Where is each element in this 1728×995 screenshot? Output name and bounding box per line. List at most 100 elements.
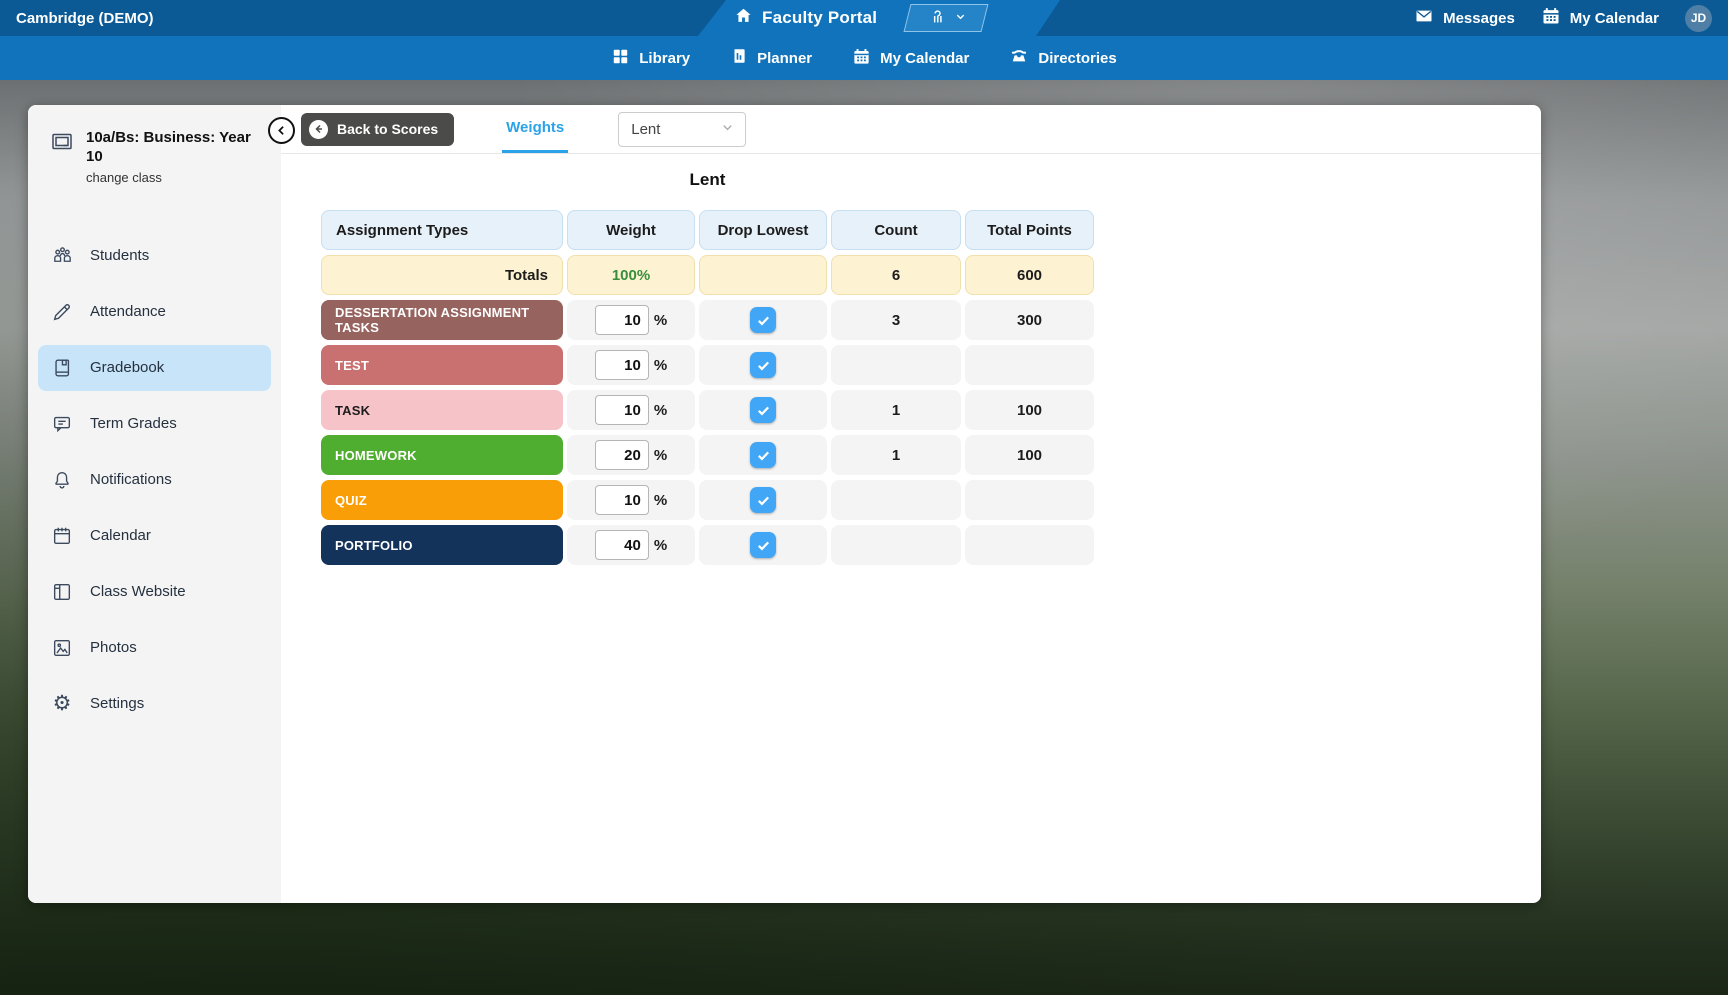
tab-weights[interactable]: Weights	[502, 105, 569, 153]
drop-lowest-checkbox[interactable]	[750, 442, 776, 468]
sidebar-item-label: Calendar	[90, 527, 151, 544]
drop-lowest-checkbox[interactable]	[750, 487, 776, 513]
book-icon	[50, 357, 74, 379]
user-avatar[interactable]: JD	[1685, 4, 1712, 32]
comment-icon	[50, 413, 74, 435]
total-points-cell	[965, 480, 1094, 520]
class-header: 10a/Bs: Business: Year 10 change class	[28, 129, 281, 185]
sidebar-item-students[interactable]: Students	[38, 233, 271, 279]
sidebar-collapse-button[interactable]	[268, 117, 295, 144]
chevron-left-icon	[278, 126, 284, 135]
weight-input[interactable]	[594, 530, 649, 560]
weight-input[interactable]	[594, 395, 649, 425]
sidebar-item-label: Students	[90, 247, 150, 264]
assignment-type-label: DESSERTATION ASSIGNMENT TASKS	[321, 300, 563, 340]
messages-link[interactable]: Messages	[1414, 6, 1515, 30]
envelope-icon	[1414, 6, 1434, 30]
assignment-type-label: HOMEWORK	[321, 435, 563, 475]
count-cell	[831, 480, 961, 520]
drop-lowest-checkbox[interactable]	[750, 397, 776, 423]
gear-icon: ⚙	[52, 691, 72, 715]
planner-icon	[730, 47, 748, 69]
weight-input[interactable]	[594, 350, 649, 380]
drop-lowest-checkbox[interactable]	[750, 307, 776, 333]
sidebar-item-label: Term Grades	[90, 415, 177, 432]
gradebook-weights-content: Back to Scores Weights Lent Lent Assignm…	[281, 105, 1541, 903]
bell-icon	[50, 469, 74, 491]
assignment-type-label: PORTFOLIO	[321, 525, 563, 565]
nav-label: My Calendar	[880, 49, 970, 67]
sidebar-item-photos[interactable]: Photos	[38, 625, 271, 671]
count-cell: 1	[831, 390, 961, 430]
sidebar-item-notifications[interactable]: Notifications	[38, 457, 271, 503]
weight-input[interactable]	[594, 485, 649, 515]
weight-input[interactable]	[594, 440, 649, 470]
check-icon	[757, 361, 769, 371]
weight-cell: %	[567, 390, 695, 430]
nav-label: Planner	[757, 49, 813, 67]
check-icon	[757, 496, 769, 506]
total-points-cell: 100	[965, 390, 1094, 430]
arrow-left-icon	[309, 119, 328, 139]
totals-weight: 100%	[567, 255, 695, 295]
grid-icon	[611, 47, 630, 70]
nav-item-planner[interactable]: Planner	[730, 47, 812, 69]
sidebar-item-settings[interactable]: ⚙ Settings	[38, 681, 271, 727]
portal-switcher-button[interactable]	[904, 4, 989, 32]
drop-lowest-cell	[699, 435, 827, 475]
portal-tab: Faculty Portal	[698, 0, 1060, 36]
image-icon	[50, 637, 74, 659]
chevron-down-icon	[720, 120, 735, 139]
term-select[interactable]: Lent	[618, 111, 747, 147]
main-nav-bar: Library Planner My Calendar Directories	[0, 36, 1728, 80]
totals-count: 6	[831, 255, 961, 295]
percent-label: %	[653, 311, 668, 329]
percent-label: %	[653, 356, 668, 374]
portal-title: Faculty Portal	[762, 8, 878, 27]
sidebar-item-label: Notifications	[90, 471, 172, 488]
nav-item-library[interactable]: Library	[611, 47, 690, 70]
check-icon	[757, 541, 769, 551]
nav-item-directories[interactable]: Directories	[1009, 46, 1117, 70]
class-sidebar: 10a/Bs: Business: Year 10 change class S…	[28, 105, 281, 903]
sidebar-item-term-grades[interactable]: Term Grades	[38, 401, 271, 447]
calendar-icon	[50, 525, 74, 547]
content-header: Back to Scores Weights Lent	[281, 105, 1541, 154]
total-points-cell	[965, 345, 1094, 385]
weight-input[interactable]	[594, 305, 649, 335]
phone-icon	[1009, 46, 1029, 70]
nav-label: Library	[639, 49, 691, 67]
column-header-count: Count	[831, 210, 961, 250]
main-card: 10a/Bs: Business: Year 10 change class S…	[28, 105, 1541, 903]
sidebar-item-label: Class Website	[90, 583, 186, 600]
sidebar-item-class-website[interactable]: Class Website	[38, 569, 271, 615]
check-icon	[757, 406, 769, 416]
column-header-drop-lowest: Drop Lowest	[699, 210, 827, 250]
count-cell	[831, 525, 961, 565]
my-calendar-link[interactable]: My Calendar	[1541, 6, 1659, 30]
drop-lowest-cell	[699, 300, 827, 340]
change-class-link[interactable]: change class	[86, 169, 162, 185]
sidebar-item-attendance[interactable]: Attendance	[38, 289, 271, 335]
assignment-type-label: TEST	[321, 345, 563, 385]
class-name: 10a/Bs: Business: Year 10	[86, 129, 251, 165]
sidebar-item-label: Gradebook	[90, 359, 165, 376]
drop-lowest-checkbox[interactable]	[750, 532, 776, 558]
sidebar-item-gradebook[interactable]: Gradebook	[38, 344, 271, 391]
totals-drop-lowest	[699, 255, 827, 295]
column-header-assignment-types: Assignment Types	[321, 210, 563, 250]
page-title: Lent	[689, 170, 726, 189]
faculty-portal-home-link[interactable]: Faculty Portal	[734, 6, 877, 30]
messages-label: Messages	[1443, 9, 1515, 27]
sidebar-item-calendar[interactable]: Calendar	[38, 513, 271, 559]
back-button-label: Back to Scores	[337, 121, 439, 137]
percent-label: %	[653, 401, 668, 419]
totals-label: Totals	[321, 255, 563, 295]
weights-table: Assignment Types Weight Drop Lowest Coun…	[321, 210, 1094, 565]
my-calendar-label: My Calendar	[1569, 9, 1659, 27]
nav-item-my-calendar[interactable]: My Calendar	[852, 47, 969, 70]
sidebar-item-label: Settings	[90, 695, 145, 712]
weight-cell: %	[567, 525, 695, 565]
drop-lowest-checkbox[interactable]	[750, 352, 776, 378]
back-to-scores-button[interactable]: Back to Scores	[301, 112, 455, 146]
